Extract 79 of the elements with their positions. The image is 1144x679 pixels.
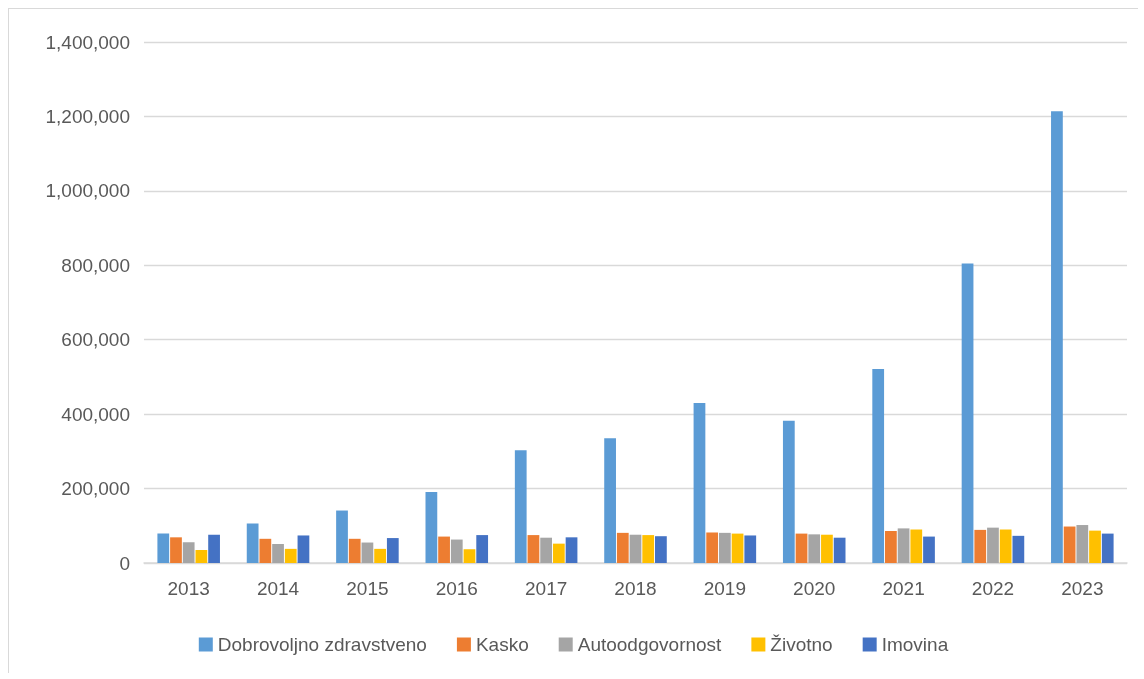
- bar: [361, 542, 374, 563]
- bar: [272, 544, 284, 563]
- bar: [642, 535, 655, 563]
- bar: [170, 537, 182, 563]
- bar: [514, 450, 527, 563]
- bar: [999, 529, 1012, 563]
- x-tick-label: 2020: [793, 578, 836, 599]
- bar: [795, 533, 808, 563]
- bar: [1101, 533, 1114, 563]
- bar: [476, 535, 489, 563]
- legend-label: Autoodgovornost: [577, 634, 723, 655]
- bar: [706, 532, 719, 563]
- bar: [974, 529, 987, 563]
- legend-label: Životno: [770, 634, 833, 655]
- bar: [808, 534, 821, 563]
- bar: [463, 549, 476, 563]
- bar: [693, 402, 706, 563]
- bar: [897, 528, 910, 563]
- bar: [604, 438, 616, 563]
- x-tick-label: 2022: [971, 578, 1015, 599]
- bar: [246, 523, 259, 563]
- y-tick-label: 600,000: [61, 329, 130, 351]
- bar: [744, 535, 757, 563]
- y-tick-label: 1,400,000: [45, 31, 130, 53]
- bar: [731, 533, 744, 563]
- bar: [616, 532, 629, 563]
- bar: [259, 538, 272, 563]
- y-tick-label: 200,000: [61, 478, 130, 500]
- bar: [157, 533, 170, 563]
- x-tick-label: 2021: [882, 578, 925, 599]
- bar: [872, 369, 885, 563]
- bar: [374, 548, 386, 563]
- bar: [987, 527, 999, 563]
- bar: [565, 537, 578, 563]
- bar: [527, 535, 540, 563]
- bar: [718, 532, 731, 563]
- bar: [782, 420, 795, 563]
- y-tick-label: 1,200,000: [45, 105, 130, 127]
- bar: [348, 538, 361, 563]
- x-tick-label: 2013: [167, 578, 210, 599]
- bar: [552, 543, 565, 563]
- bar: [885, 531, 897, 563]
- bar: [655, 536, 667, 563]
- legend-label: Dobrovoljno zdravstveno: [217, 634, 427, 655]
- x-tick-label: 2018: [614, 578, 657, 599]
- bar: [450, 539, 463, 563]
- bar: [1089, 530, 1101, 563]
- bar: [182, 542, 195, 563]
- x-tick-label: 2019: [703, 578, 746, 599]
- bar: [923, 536, 935, 563]
- y-tick-label: 1,000,000: [45, 180, 130, 202]
- bar: [425, 491, 438, 563]
- x-tick-label: 2017: [525, 578, 568, 599]
- bar: [438, 536, 450, 563]
- y-tick-label: 800,000: [61, 254, 130, 276]
- bar: [195, 549, 208, 563]
- bar: [297, 535, 310, 563]
- bar: [208, 534, 220, 563]
- bar: [833, 537, 846, 563]
- x-tick-label: 2023: [1061, 578, 1104, 599]
- bar: [1012, 535, 1025, 563]
- bar: [1051, 111, 1063, 563]
- x-tick-label: 2015: [346, 578, 389, 599]
- x-tick-label: 2016: [435, 578, 478, 599]
- bar: [961, 263, 974, 563]
- legend-label: Imovina: [881, 634, 949, 655]
- bar: [336, 510, 348, 563]
- legend-label: Kasko: [475, 634, 529, 655]
- bar: [1063, 526, 1076, 563]
- bar: [1076, 525, 1089, 563]
- x-tick-label: 2014: [256, 578, 300, 599]
- bar: [910, 529, 923, 563]
- y-tick-label: 400,000: [61, 403, 130, 425]
- bar: [821, 534, 833, 563]
- bar: [540, 537, 553, 563]
- bar: [284, 548, 297, 563]
- bar: [386, 538, 399, 563]
- bar: [629, 534, 642, 563]
- y-tick-label: 0: [119, 552, 130, 574]
